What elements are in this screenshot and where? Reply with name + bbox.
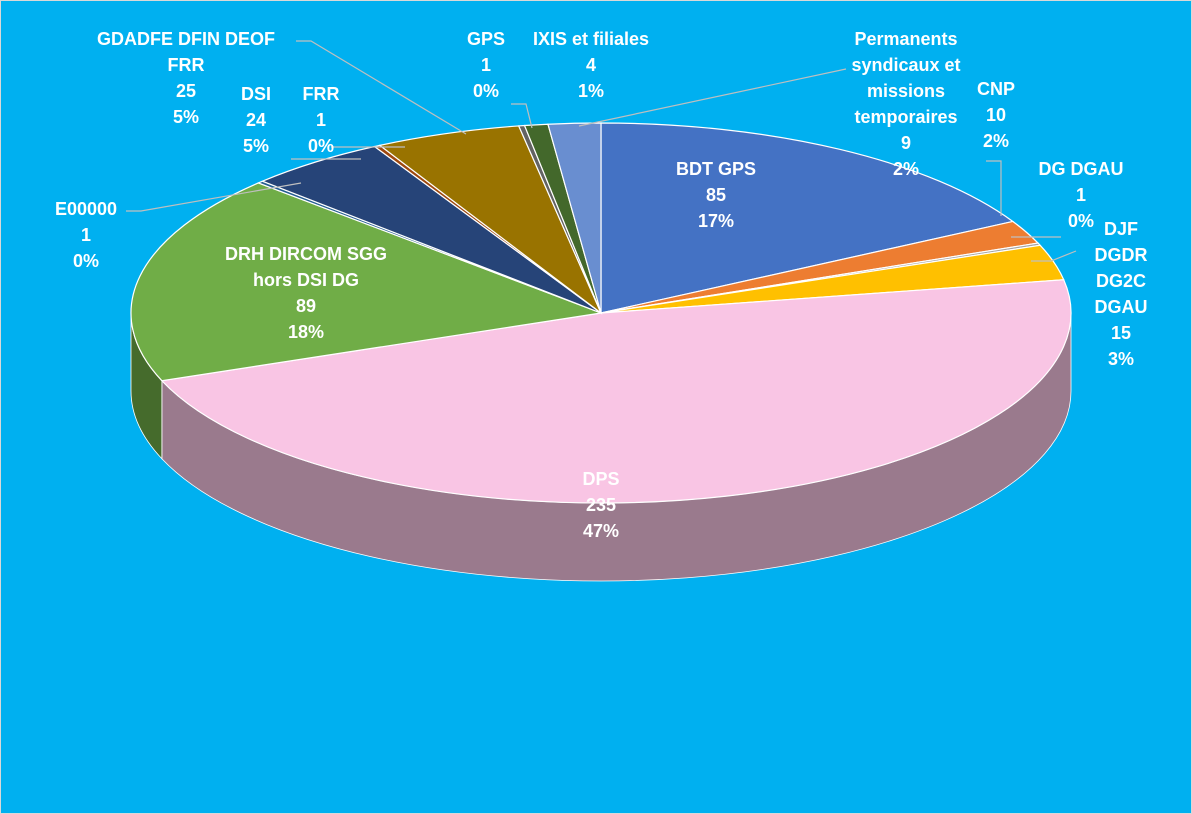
slice <box>547 122 602 314</box>
label-value: 25 <box>175 81 197 101</box>
label-value: 1 <box>1075 185 1086 205</box>
data-label: GPS 1 0% <box>467 26 505 104</box>
label-value: 85 <box>705 185 727 205</box>
label-value: 235 <box>585 495 617 515</box>
label-name: GDADFE DFIN DEOF FRR <box>97 29 275 75</box>
label-value: 1 <box>315 110 326 130</box>
data-label: IXIS et filiales 4 1% <box>533 26 649 104</box>
label-value: 89 <box>295 296 317 316</box>
label-value: 10 <box>985 105 1007 125</box>
label-name: Permanents syndicaux et missions tempora… <box>851 29 961 127</box>
label-percent: 0% <box>1067 211 1094 231</box>
label-percent: 5% <box>172 107 199 127</box>
label-name: E00000 <box>54 199 118 219</box>
data-label: BDT GPS 85 17% <box>676 156 756 234</box>
label-value: 15 <box>1110 323 1132 343</box>
label-name: IXIS et filiales <box>532 29 650 49</box>
label-percent: 47% <box>582 521 620 541</box>
label-percent: 3% <box>1107 349 1134 369</box>
leader-lines <box>126 40 1077 262</box>
label-percent: 0% <box>307 136 334 156</box>
label-percent: 5% <box>242 136 270 156</box>
label-name: DPS <box>582 469 620 489</box>
leader-line <box>578 68 847 127</box>
data-label: Permanents syndicaux et missions tempora… <box>851 26 960 182</box>
label-name: DSI <box>240 84 272 104</box>
leader-line <box>296 40 467 135</box>
data-label: CNP 10 2% <box>977 76 1015 154</box>
data-label: E00000 1 0% <box>55 196 117 274</box>
leader-line <box>126 182 302 212</box>
data-label: DJF DGDR DG2C DGAU 15 3% <box>1095 216 1148 372</box>
label-name: GPS <box>466 29 506 49</box>
label-name: BDT GPS <box>675 159 757 179</box>
label-value: 24 <box>245 110 267 130</box>
label-percent: 18% <box>287 322 325 342</box>
label-name: CNP <box>976 79 1016 99</box>
label-percent: 0% <box>472 81 500 101</box>
label-percent: 17% <box>697 211 735 231</box>
label-value: 4 <box>585 55 596 75</box>
label-name: DRH DIRCOM SGG hors DSI DG <box>225 244 387 290</box>
label-percent: 2% <box>892 159 920 179</box>
label-value: 9 <box>900 133 912 153</box>
slice <box>600 122 1015 314</box>
label-percent: 1% <box>577 81 604 101</box>
label-percent: 2% <box>982 131 1010 151</box>
leader-line <box>511 103 533 129</box>
data-label: GDADFE DFIN DEOF FRR 25 5% <box>97 26 275 130</box>
label-name: DG DGAU <box>1038 159 1124 179</box>
label-value: 1 <box>80 225 91 245</box>
slice <box>130 182 604 382</box>
leader-line <box>986 160 1002 216</box>
slice <box>160 279 1072 504</box>
data-label: DSI 24 5% <box>241 81 271 159</box>
data-label: DRH DIRCOM SGG hors DSI DG 89 18% <box>225 241 387 345</box>
data-label: FRR 1 0% <box>303 81 340 159</box>
slice <box>378 125 603 315</box>
label-percent: 0% <box>72 251 99 271</box>
label-value: 1 <box>480 55 492 75</box>
data-label: DG DGAU 1 0% <box>1039 156 1124 234</box>
label-name: DJF DGDR DG2C DGAU <box>1094 219 1148 317</box>
leader-line <box>1031 250 1077 262</box>
label-name: FRR <box>302 84 340 104</box>
data-label: DPS 235 47% <box>582 466 619 544</box>
